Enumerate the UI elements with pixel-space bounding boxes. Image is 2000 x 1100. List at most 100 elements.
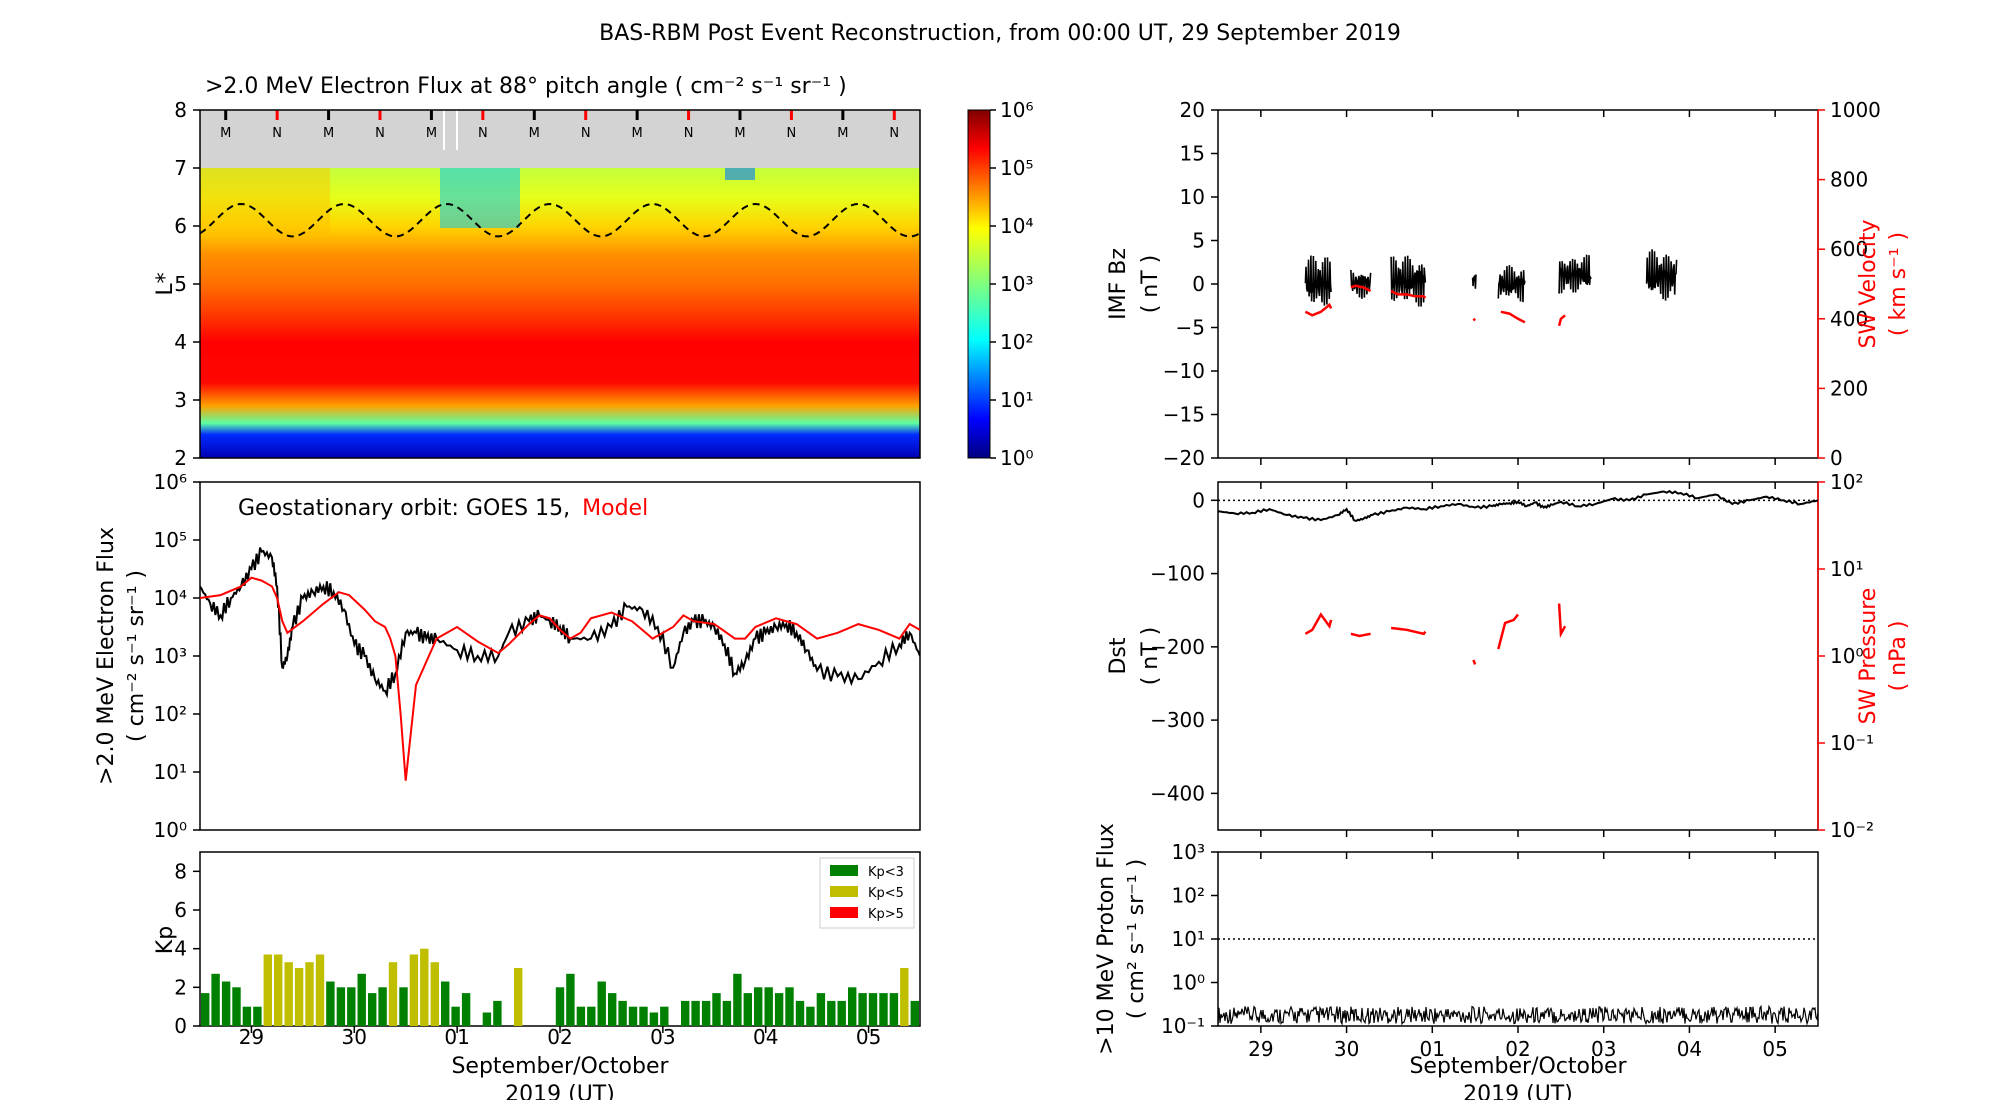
swv-ytick: 600 bbox=[1830, 237, 1868, 261]
kp-bar bbox=[368, 993, 377, 1026]
geo-ytick: 10¹ bbox=[154, 760, 187, 784]
proton-ytick: 10⁰ bbox=[1172, 971, 1205, 995]
kp-bar bbox=[681, 1000, 690, 1026]
kp-bar bbox=[201, 993, 210, 1026]
colorbar-tick: 10⁴ bbox=[1000, 214, 1033, 238]
kp-bar bbox=[566, 973, 575, 1026]
proton-ylabel-2: ( cm² s⁻¹ sr⁻¹ ) bbox=[1124, 859, 1149, 1019]
heatmap-ytick: 6 bbox=[174, 214, 187, 238]
colorbar-tick: 10¹ bbox=[1000, 388, 1033, 412]
colorbar bbox=[967, 109, 991, 459]
swp-ylabel-1: SW Pressure bbox=[1856, 588, 1881, 725]
dst-trace bbox=[1218, 489, 1818, 522]
kp-bar bbox=[900, 968, 909, 1026]
imf-bz-segment bbox=[1497, 265, 1526, 303]
imf-ytick: −15 bbox=[1163, 403, 1205, 427]
kp-bar bbox=[806, 1006, 815, 1026]
mn-label: N bbox=[787, 126, 797, 141]
sw-pressure-trace bbox=[1304, 603, 1567, 665]
dst-ytick: −100 bbox=[1150, 562, 1205, 586]
dst-ylabel-2: ( nT ) bbox=[1138, 627, 1163, 686]
geo-ytick: 10³ bbox=[154, 644, 187, 668]
colorbar-tick: 10² bbox=[1000, 330, 1033, 354]
heatmap-ytick: 2 bbox=[174, 446, 187, 470]
imf-ytick: 10 bbox=[1180, 185, 1205, 209]
imf-bz-segment bbox=[1645, 249, 1678, 301]
kp-bar bbox=[315, 954, 325, 1026]
mn-label: M bbox=[734, 126, 745, 141]
heatmap-title: >2.0 MeV Electron Flux at 88° pitch angl… bbox=[205, 74, 847, 99]
swv-ytick: 800 bbox=[1830, 168, 1868, 192]
mn-header bbox=[200, 110, 920, 168]
model-flux-line bbox=[200, 576, 920, 781]
proton-panel: 10³ 10² 10¹ 10⁰ 10⁻¹ 29 30 01 02 03 04 05 >10 MeV … bbox=[1094, 823, 1819, 1100]
right-xtick: 30 bbox=[1334, 1037, 1359, 1061]
kp-bar bbox=[764, 987, 773, 1026]
right-xtick: 02 bbox=[1505, 1037, 1530, 1061]
imf-ytick: 15 bbox=[1180, 142, 1205, 166]
right-xtick: 04 bbox=[1677, 1037, 1702, 1061]
kp-ytick: 4 bbox=[174, 937, 187, 961]
geo-ytick: 10⁴ bbox=[154, 586, 187, 610]
swp-ytick: 10¹ bbox=[1830, 557, 1863, 581]
left-xtick: 04 bbox=[753, 1025, 778, 1049]
imf-panel: 20 15 10 5 0 −5 −10 −15 −20 1000 800 600 400 200 0 IM… bbox=[1106, 98, 1911, 470]
left-xlabel-2: 2019 (UT) bbox=[505, 1082, 615, 1100]
geo-ytick: 10⁶ bbox=[154, 470, 187, 494]
kp-bar bbox=[691, 1000, 700, 1026]
kp-bar bbox=[378, 987, 387, 1026]
mn-label: M bbox=[426, 126, 437, 141]
imf-bz-segment bbox=[1350, 269, 1372, 299]
imf-bz-segment bbox=[1304, 255, 1332, 306]
heatmap-ytick: 8 bbox=[174, 98, 187, 122]
swp-ylabel-2: ( nPa ) bbox=[1886, 621, 1911, 692]
kp-legend-swatch-mid bbox=[830, 886, 858, 897]
kp-bar bbox=[242, 1006, 252, 1026]
imf-ytick: 5 bbox=[1192, 229, 1205, 253]
kp-bar bbox=[608, 993, 617, 1026]
geo-ylabel-2: ( cm⁻² s⁻¹ sr⁻¹ ) bbox=[124, 570, 149, 742]
heatmap-ytick: 3 bbox=[174, 388, 187, 412]
dst-ytick: −300 bbox=[1150, 708, 1205, 732]
kp-ytick: 6 bbox=[174, 898, 187, 922]
left-xtick: 29 bbox=[239, 1025, 264, 1049]
imf-ylabel-2: ( nT ) bbox=[1138, 255, 1163, 314]
colorbar-tick: 10⁵ bbox=[1000, 156, 1033, 180]
mn-label: N bbox=[272, 126, 282, 141]
heatmap-dropout bbox=[440, 168, 520, 228]
kp-bar bbox=[837, 1000, 846, 1026]
mn-label: N bbox=[478, 126, 488, 141]
mn-label: M bbox=[220, 126, 231, 141]
proton-ytick: 10⁻¹ bbox=[1161, 1014, 1205, 1038]
kp-bar bbox=[514, 968, 523, 1026]
swp-ytick: 10⁻¹ bbox=[1830, 731, 1874, 755]
kp-bar bbox=[879, 993, 888, 1026]
kp-bar bbox=[618, 1000, 627, 1026]
kp-bar bbox=[461, 993, 471, 1026]
geo-ylabel-1: >2.0 MeV Electron Flux bbox=[94, 527, 119, 785]
proton-ytick: 10² bbox=[1172, 884, 1205, 908]
kp-bar bbox=[722, 1000, 732, 1026]
geo-annotation-model: Model bbox=[582, 496, 648, 521]
kp-bar bbox=[399, 987, 408, 1026]
heatmap-dropout bbox=[725, 168, 755, 180]
imf-ytick: 0 bbox=[1192, 272, 1205, 296]
proton-ytick: 10¹ bbox=[1172, 927, 1205, 951]
mn-label: N bbox=[581, 126, 591, 141]
imf-ytick: −5 bbox=[1176, 316, 1205, 340]
kp-legend-swatch-high bbox=[830, 907, 858, 918]
mn-label: M bbox=[837, 126, 848, 141]
kp-bar bbox=[253, 1006, 262, 1026]
kp-bar bbox=[774, 993, 784, 1026]
dst-frame bbox=[1217, 481, 1819, 831]
kp-bar bbox=[597, 981, 606, 1026]
imf-ytick: 20 bbox=[1180, 98, 1205, 122]
right-xlabel-2: 2019 (UT) bbox=[1463, 1082, 1573, 1100]
kp-bar bbox=[848, 987, 857, 1026]
kp-bar bbox=[701, 1000, 711, 1026]
kp-bar bbox=[305, 962, 314, 1026]
kp-bar bbox=[733, 973, 742, 1026]
kp-bar bbox=[420, 948, 429, 1026]
